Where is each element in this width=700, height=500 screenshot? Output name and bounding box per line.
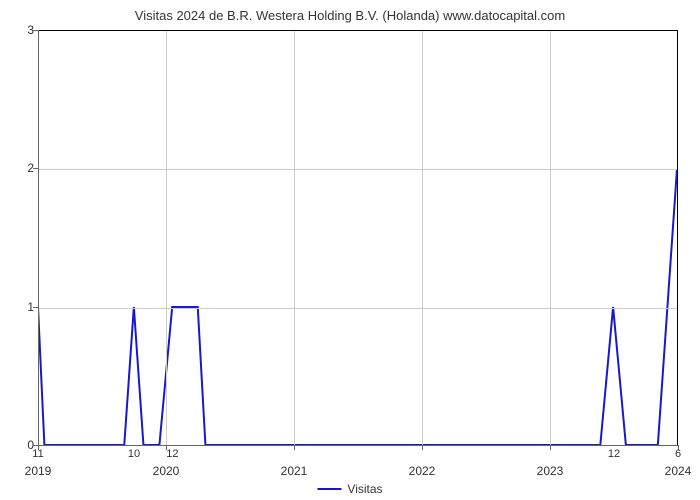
x-tick-mark — [550, 445, 551, 450]
x-tick-label: 2019 — [25, 464, 52, 478]
x-tick-mark — [422, 445, 423, 450]
data-point-label: 12 — [166, 448, 178, 460]
x-tick-label: 2022 — [409, 464, 436, 478]
gridline-h — [38, 169, 677, 170]
y-tick-mark — [33, 307, 38, 308]
x-tick-label: 2020 — [153, 464, 180, 478]
legend-label: Visitas — [347, 482, 382, 496]
chart-title: Visitas 2024 de B.R. Westera Holding B.V… — [0, 0, 700, 23]
chart-container: Visitas 2024 de B.R. Westera Holding B.V… — [0, 0, 700, 500]
y-tick-mark — [33, 30, 38, 31]
legend: Visitas — [317, 482, 382, 496]
x-tick-label: 2021 — [281, 464, 308, 478]
gridline-v — [294, 31, 295, 445]
legend-line-swatch — [317, 488, 341, 490]
x-tick-mark — [294, 445, 295, 450]
line-chart-svg — [38, 31, 677, 445]
x-tick-label: 2023 — [537, 464, 564, 478]
y-tick-mark — [33, 168, 38, 169]
data-point-label: 11 — [32, 448, 43, 460]
gridline-v — [550, 31, 551, 445]
x-axis-line — [38, 445, 678, 446]
gridline-v — [166, 31, 167, 445]
x-tick-label: 2024 — [665, 464, 692, 478]
data-point-label: 6 — [675, 448, 681, 460]
data-point-label: 12 — [608, 448, 620, 460]
plot-area — [38, 30, 678, 445]
data-point-label: 10 — [128, 448, 140, 460]
y-axis-line — [38, 30, 39, 445]
gridline-h — [38, 308, 677, 309]
gridline-v — [422, 31, 423, 445]
